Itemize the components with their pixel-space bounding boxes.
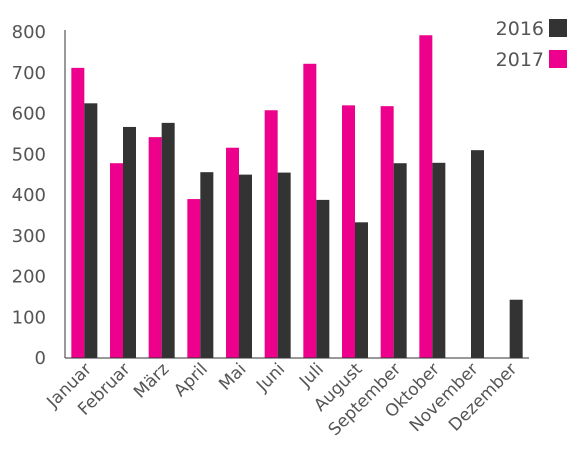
x-tick-label: Mai — [215, 359, 250, 394]
bar-2016-august — [355, 222, 368, 358]
y-tick-label: 100 — [12, 307, 46, 328]
bar-2016-september — [393, 163, 407, 358]
bar-groups — [71, 35, 523, 359]
bar-2016-april — [200, 172, 214, 358]
bar-2016-mai — [239, 174, 252, 358]
legend: 2016 2017 — [496, 18, 567, 71]
bar-2016-november — [471, 150, 484, 358]
x-tick-label: Juli — [295, 359, 328, 392]
y-tick-label: 800 — [12, 22, 46, 43]
bar-2016-märz — [161, 122, 175, 358]
y-tick-label: 700 — [12, 63, 46, 84]
legend-label-2016: 2016 — [496, 18, 544, 40]
bar-2016-oktober — [432, 162, 446, 358]
x-tick-label: April — [170, 359, 212, 401]
y-tick-label: 0 — [35, 348, 46, 369]
bar-2016-juli — [316, 199, 330, 358]
x-tick-label: Juni — [252, 359, 289, 396]
bar-2016-februar — [123, 126, 136, 358]
y-tick-label: 600 — [12, 104, 46, 125]
bar-2017-märz — [148, 137, 162, 358]
bar-2017-august — [342, 105, 355, 358]
bar-2016-dezember — [509, 299, 523, 358]
bar-2017-juni — [264, 110, 278, 359]
bar-2017-mai — [226, 147, 239, 358]
y-tick-label: 400 — [12, 185, 46, 206]
bar-2017-oktober — [419, 35, 433, 358]
bar-2017-april — [187, 199, 201, 358]
y-axis-ticks: 0 100 200 300 400 500 600 700 800 — [12, 22, 46, 369]
bar-2017-februar — [110, 163, 123, 358]
bar-2016-januar — [84, 103, 98, 358]
y-tick-label: 500 — [12, 144, 46, 165]
y-tick-label: 300 — [12, 226, 46, 247]
legend-swatch-2016 — [549, 19, 567, 37]
x-tick-label: März — [130, 359, 173, 402]
y-tick-label: 200 — [12, 267, 46, 288]
legend-swatch-2017 — [549, 50, 567, 68]
legend-label-2017: 2017 — [496, 49, 544, 71]
bar-2017-juli — [303, 63, 317, 358]
bar-2017-september — [380, 106, 394, 358]
bar-2017-januar — [71, 67, 85, 359]
bar-2016-juni — [277, 172, 291, 358]
